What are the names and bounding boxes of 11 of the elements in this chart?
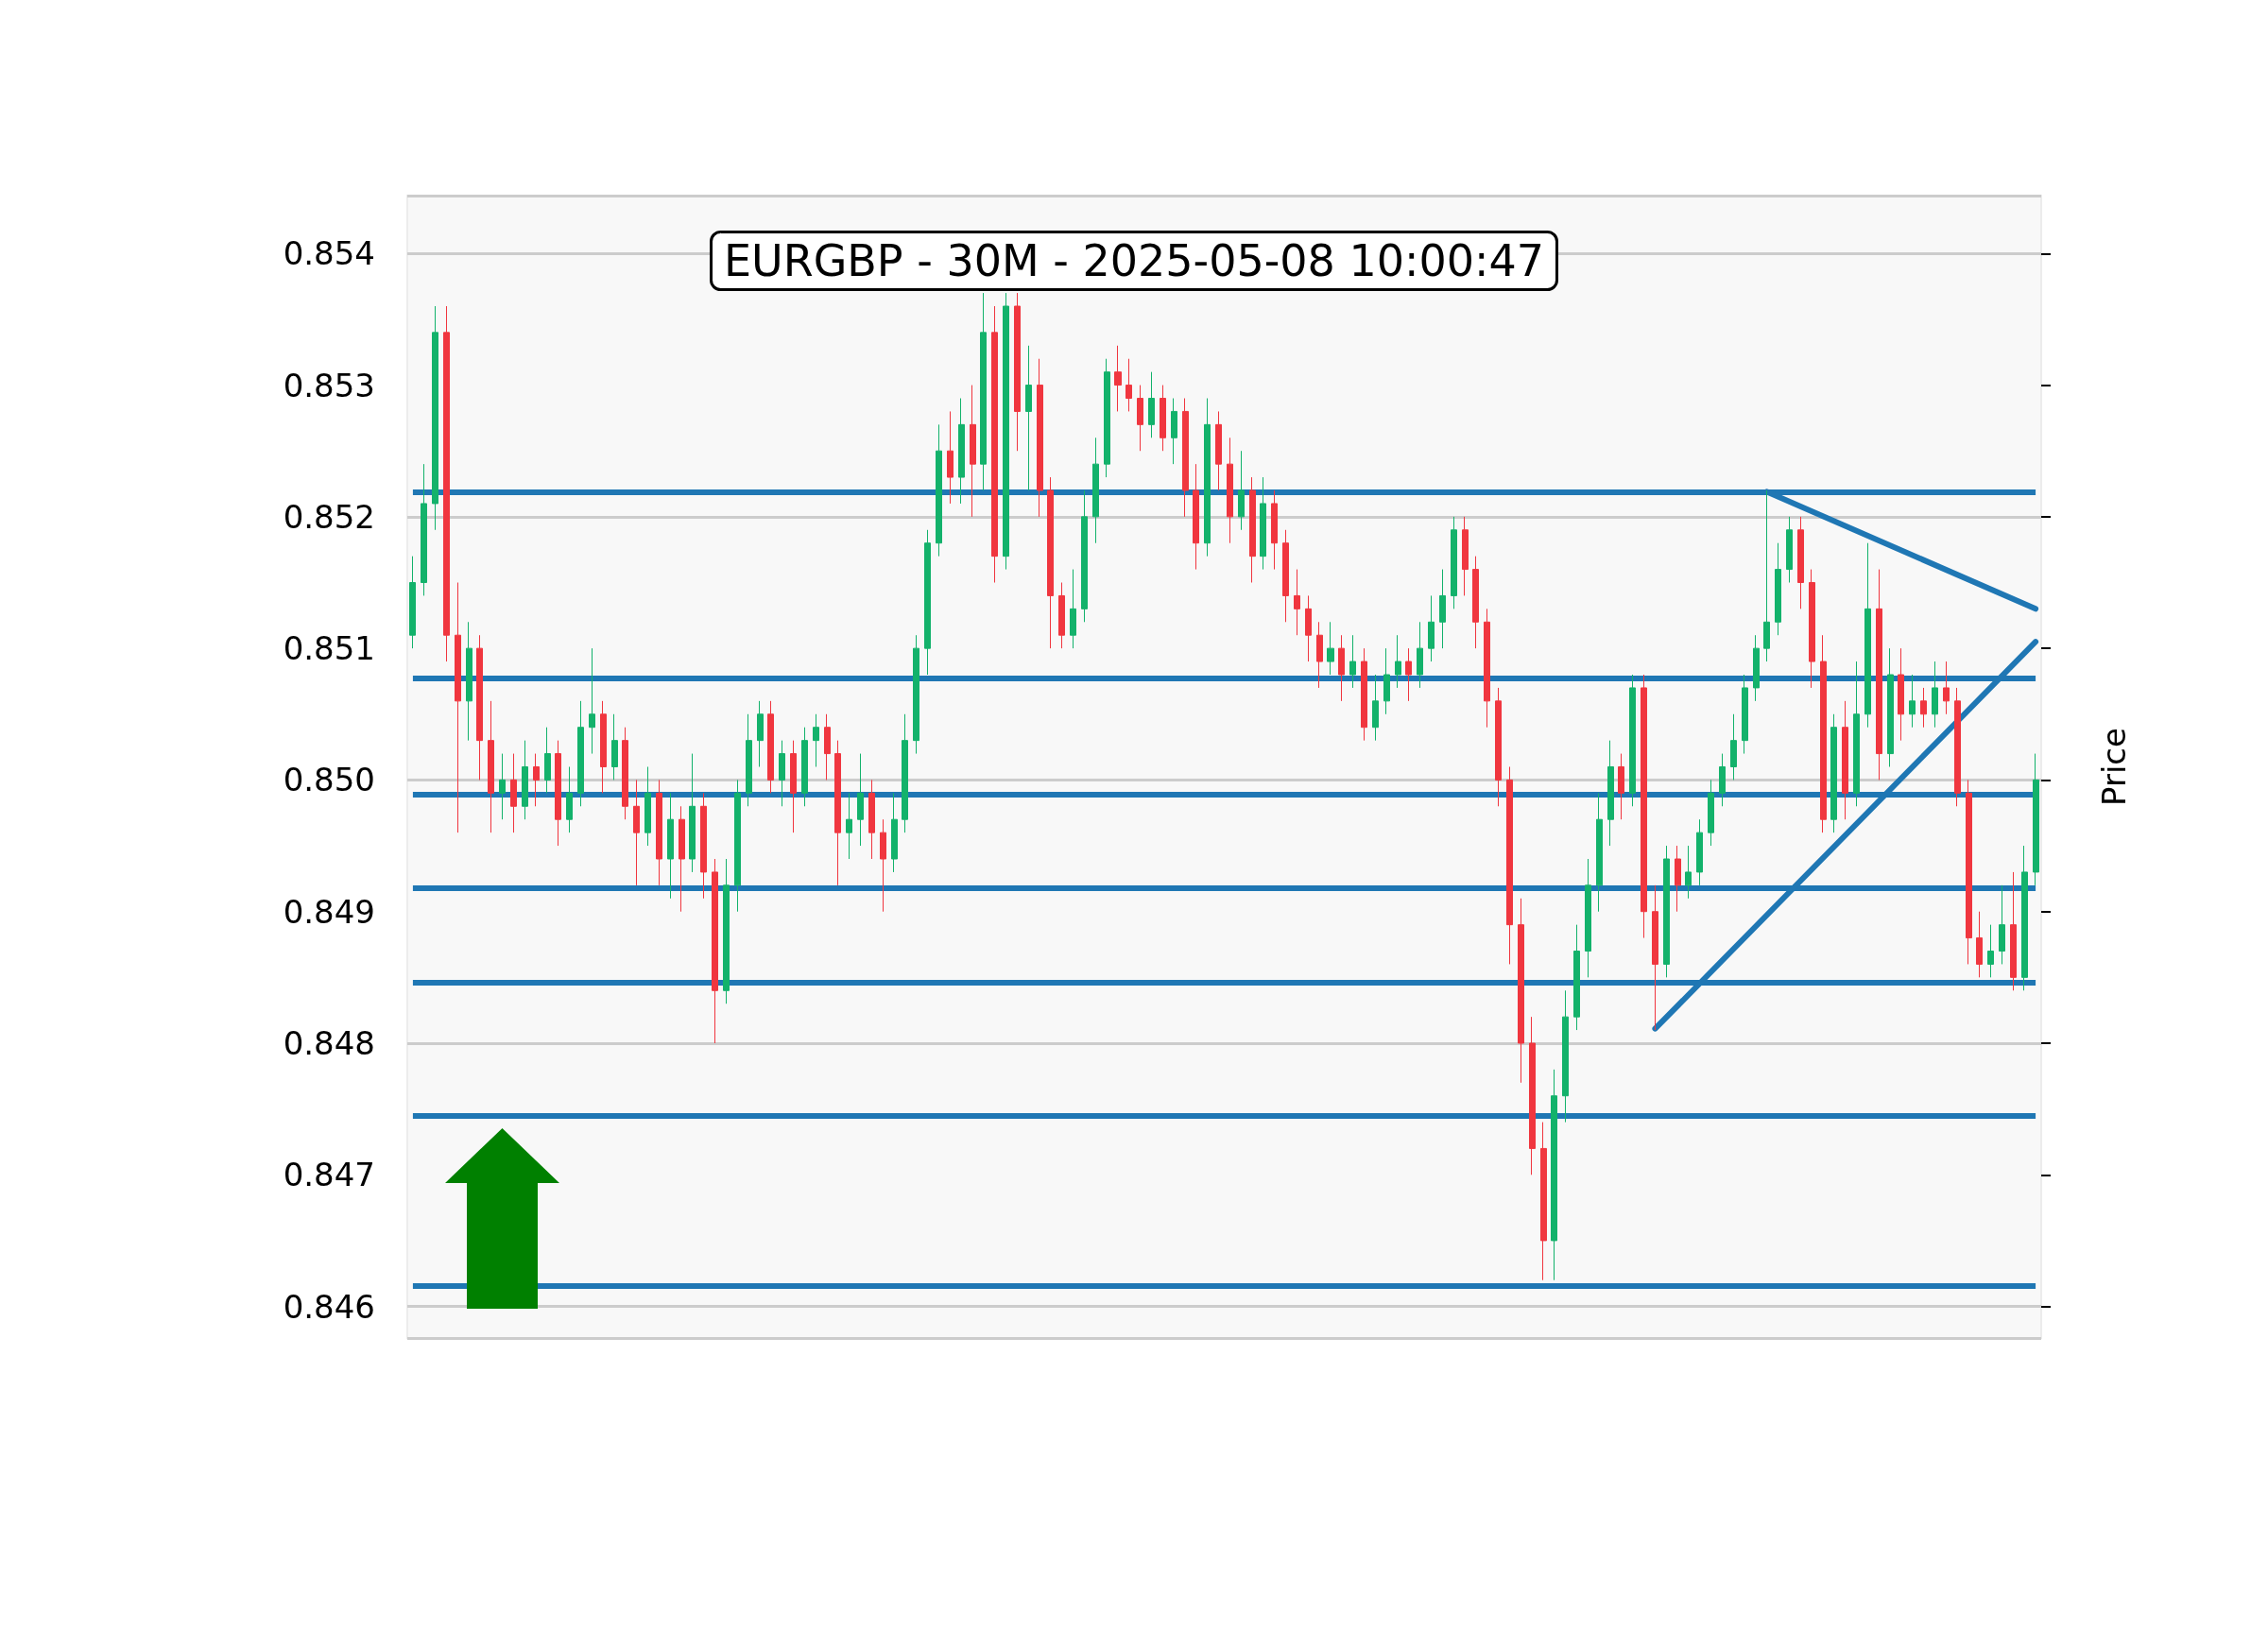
y-tick-label: 0.846: [283, 1287, 375, 1326]
y-tick-label: 0.854: [283, 234, 375, 273]
y-axis-title: Price: [2095, 728, 2133, 806]
y-tick-label: 0.848: [283, 1024, 375, 1062]
y-tick-label: 0.851: [283, 629, 375, 668]
y-tick-label: 0.849: [283, 892, 375, 931]
y-tick-label: 0.852: [283, 497, 375, 536]
y-tick-label: 0.850: [283, 761, 375, 799]
y-tick-label: 0.853: [283, 366, 375, 404]
y-tick-label: 0.847: [283, 1156, 375, 1194]
text: EURGBP - 30M - 2025-05-08 10:00:47: [723, 235, 1545, 286]
